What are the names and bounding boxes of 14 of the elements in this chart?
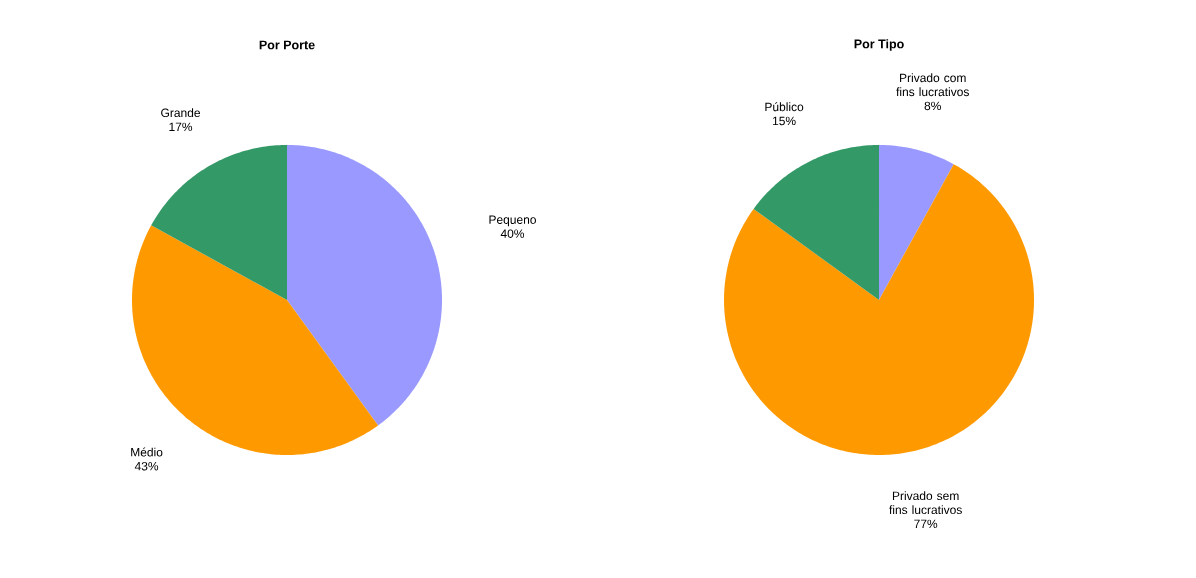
slice-label: Privado sem fins lucrativos xyxy=(889,491,962,515)
slice-label: Privado com fins lucrativos xyxy=(896,73,969,97)
slice-label: Pequeno xyxy=(489,215,536,227)
data-label: 77% xyxy=(914,519,938,529)
data-label: 17% xyxy=(169,122,193,132)
data-label: 15% xyxy=(772,116,796,126)
slice-label: Grande xyxy=(161,108,200,118)
data-label: 40% xyxy=(500,229,525,238)
slice-label: Médio xyxy=(131,447,163,457)
chart-title: Por Tipo xyxy=(854,39,904,51)
data-label: 43% xyxy=(134,461,159,471)
chart-title: Por Porte xyxy=(259,40,315,50)
data-label: 8% xyxy=(924,101,941,111)
slice-label: Público xyxy=(765,102,804,112)
